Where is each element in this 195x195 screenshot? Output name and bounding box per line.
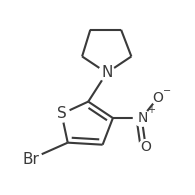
Circle shape (133, 110, 150, 126)
Text: O: O (140, 140, 151, 154)
Text: N: N (137, 111, 148, 125)
Circle shape (53, 106, 70, 122)
Text: Br: Br (22, 152, 39, 167)
Circle shape (20, 148, 42, 170)
Circle shape (98, 65, 115, 81)
Text: N: N (101, 65, 113, 80)
Text: +: + (147, 105, 155, 115)
Circle shape (151, 90, 165, 105)
Text: O: O (153, 90, 163, 105)
Text: S: S (57, 106, 66, 121)
Text: −: − (163, 86, 171, 96)
Circle shape (139, 140, 153, 154)
